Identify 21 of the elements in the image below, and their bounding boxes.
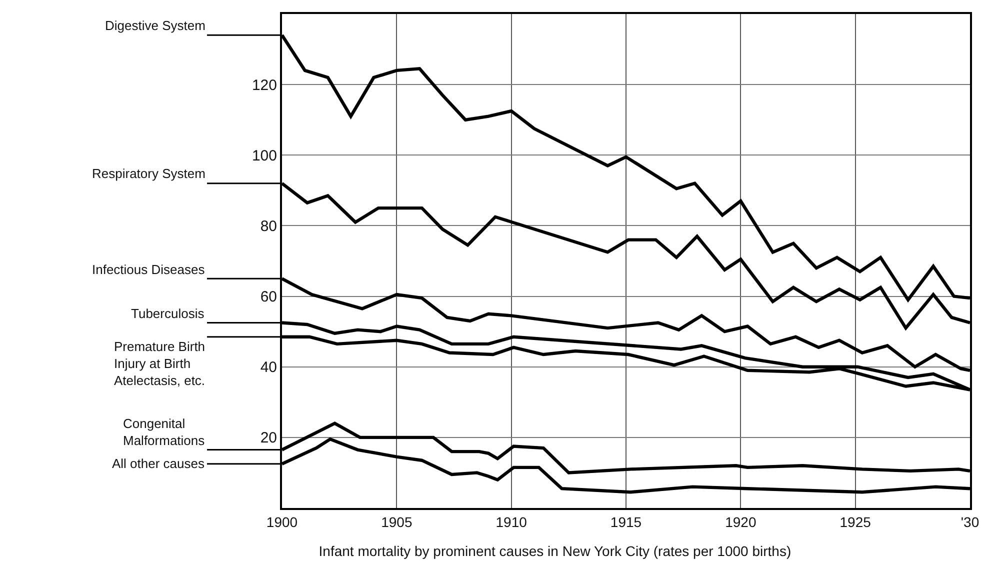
text: Digestive System <box>105 18 206 33</box>
y-tick-label: 120 <box>252 76 277 94</box>
x-tick-label: 1925 <box>840 514 872 530</box>
text: Premature Birth Injury at Birth Atelectasis, etc. <box>114 339 206 388</box>
y-tick-label: 100 <box>252 147 277 164</box>
x-tick-label: 1910 <box>496 514 528 530</box>
y-tick-label: 40 <box>260 359 277 376</box>
x-tick-label: 1900 <box>266 514 298 530</box>
x-tick-label: 1920 <box>725 514 756 530</box>
text: All other causes <box>112 456 205 471</box>
text: Infant mortality by prominent causes in New York City (rates per 1000 births) <box>318 543 792 560</box>
y-tick-label: 60 <box>260 288 277 306</box>
x-tick-label: '30 <box>960 514 980 530</box>
y-tick-label: 80 <box>260 218 277 235</box>
x-tick-label: 1905 <box>381 514 412 530</box>
text: Respiratory System <box>92 166 206 181</box>
x-tick-label: 1915 <box>610 514 642 530</box>
y-tick-label: 20 <box>260 430 277 447</box>
text: Tuberculosis <box>131 306 205 321</box>
text: Infectious Diseases <box>92 262 206 277</box>
text: Congenital Malformations <box>123 416 206 448</box>
